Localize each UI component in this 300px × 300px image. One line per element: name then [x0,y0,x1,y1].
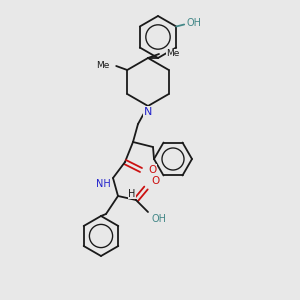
Text: Me: Me [166,50,179,58]
Text: O: O [148,165,156,175]
Text: OH: OH [186,19,201,28]
Text: N: N [144,107,152,117]
Text: Me: Me [96,61,109,70]
Text: H: H [128,189,135,199]
Text: NH: NH [96,179,111,189]
Text: OH: OH [152,214,167,224]
Text: O: O [151,176,159,186]
